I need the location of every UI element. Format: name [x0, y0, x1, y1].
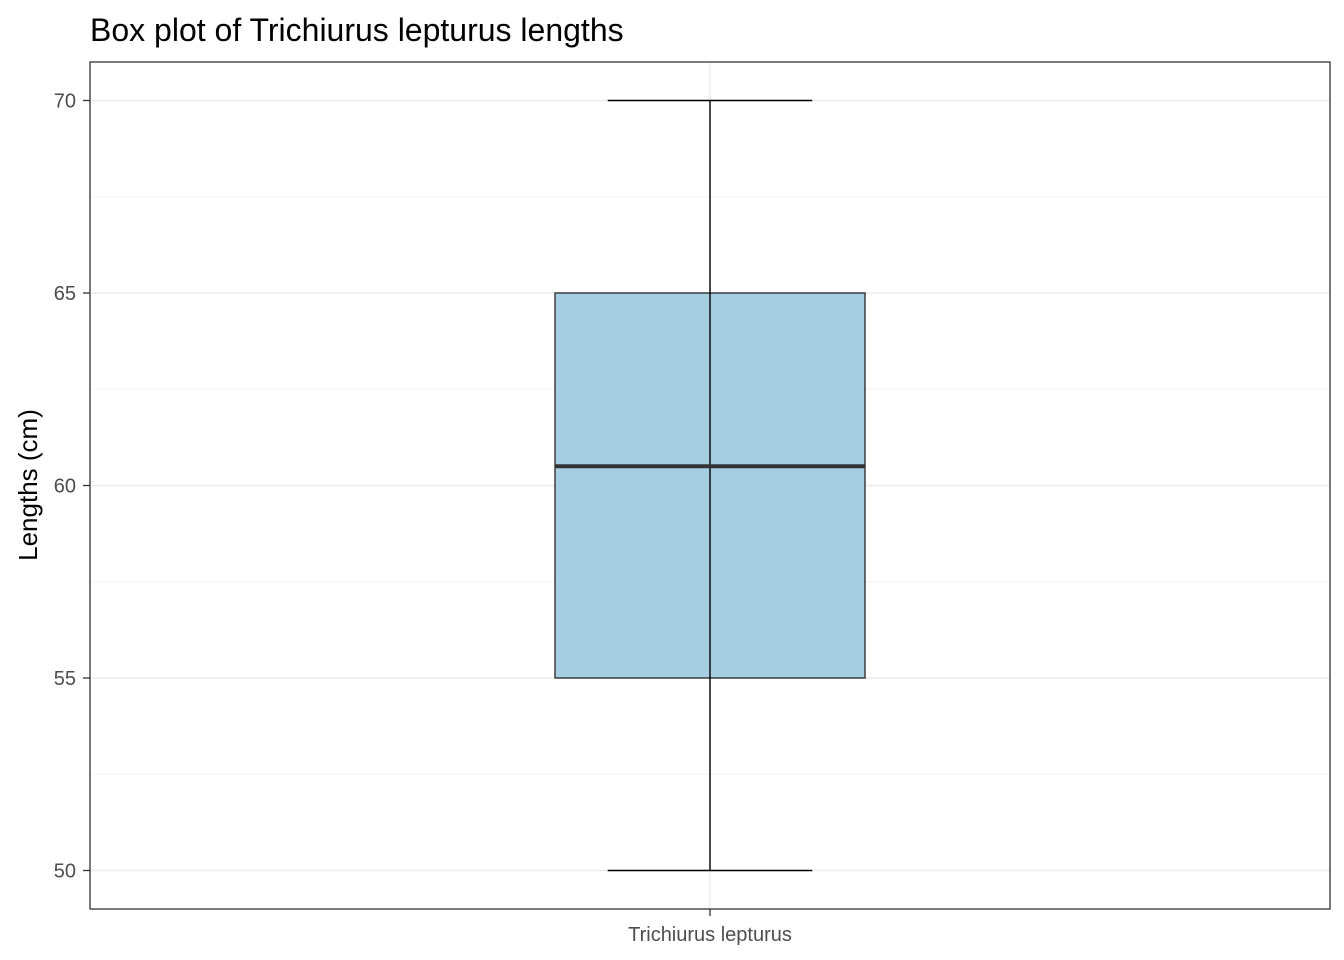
box-layer	[554, 99, 866, 872]
y-tick-label: 55	[54, 668, 76, 690]
x-tick-label: Trichiurus lepturus	[628, 924, 792, 946]
y-tick-label: 65	[54, 283, 76, 305]
y-tick-label: 70	[54, 91, 76, 113]
y-tick-label: 60	[54, 476, 76, 498]
y-tick-label: 50	[54, 861, 76, 883]
y-axis-title: Lengths (cm)	[13, 409, 43, 561]
chart-title: Box plot of Trichiurus lepturus lengths	[90, 12, 624, 48]
axes: 50 55 60 65 70 Trichiurus lepturus	[54, 91, 792, 947]
box-1	[554, 99, 866, 872]
